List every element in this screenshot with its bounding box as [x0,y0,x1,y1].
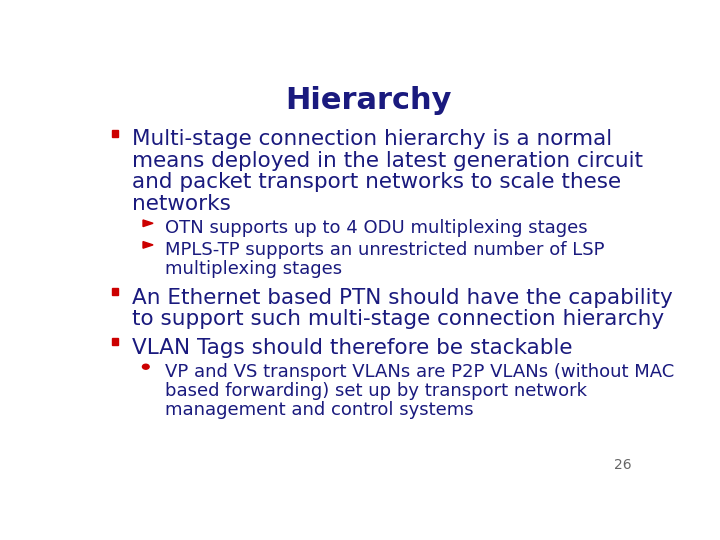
Text: and packet transport networks to scale these: and packet transport networks to scale t… [132,172,621,192]
Polygon shape [143,220,153,227]
Text: to support such multi-stage connection hierarchy: to support such multi-stage connection h… [132,309,664,329]
Text: An Ethernet based PTN should have the capability: An Ethernet based PTN should have the ca… [132,288,672,308]
Text: Hierarchy: Hierarchy [286,85,452,114]
Text: management and control systems: management and control systems [166,401,474,418]
Text: multiplexing stages: multiplexing stages [166,260,343,278]
Circle shape [143,364,149,369]
Text: Multi-stage connection hierarchy is a normal: Multi-stage connection hierarchy is a no… [132,129,612,149]
Polygon shape [143,241,153,248]
Text: MPLS-TP supports an unrestricted number of LSP: MPLS-TP supports an unrestricted number … [166,241,605,259]
Bar [112,288,119,295]
Text: means deployed in the latest generation circuit: means deployed in the latest generation … [132,151,643,171]
Text: based forwarding) set up by transport network: based forwarding) set up by transport ne… [166,382,588,400]
Text: VLAN Tags should therefore be stackable: VLAN Tags should therefore be stackable [132,338,572,357]
Bar [112,338,119,345]
Text: networks: networks [132,194,230,214]
Bar [112,130,119,137]
Text: VP and VS transport VLANs are P2P VLANs (without MAC: VP and VS transport VLANs are P2P VLANs … [166,362,675,381]
Text: OTN supports up to 4 ODU multiplexing stages: OTN supports up to 4 ODU multiplexing st… [166,219,588,237]
Text: 26: 26 [613,458,631,472]
